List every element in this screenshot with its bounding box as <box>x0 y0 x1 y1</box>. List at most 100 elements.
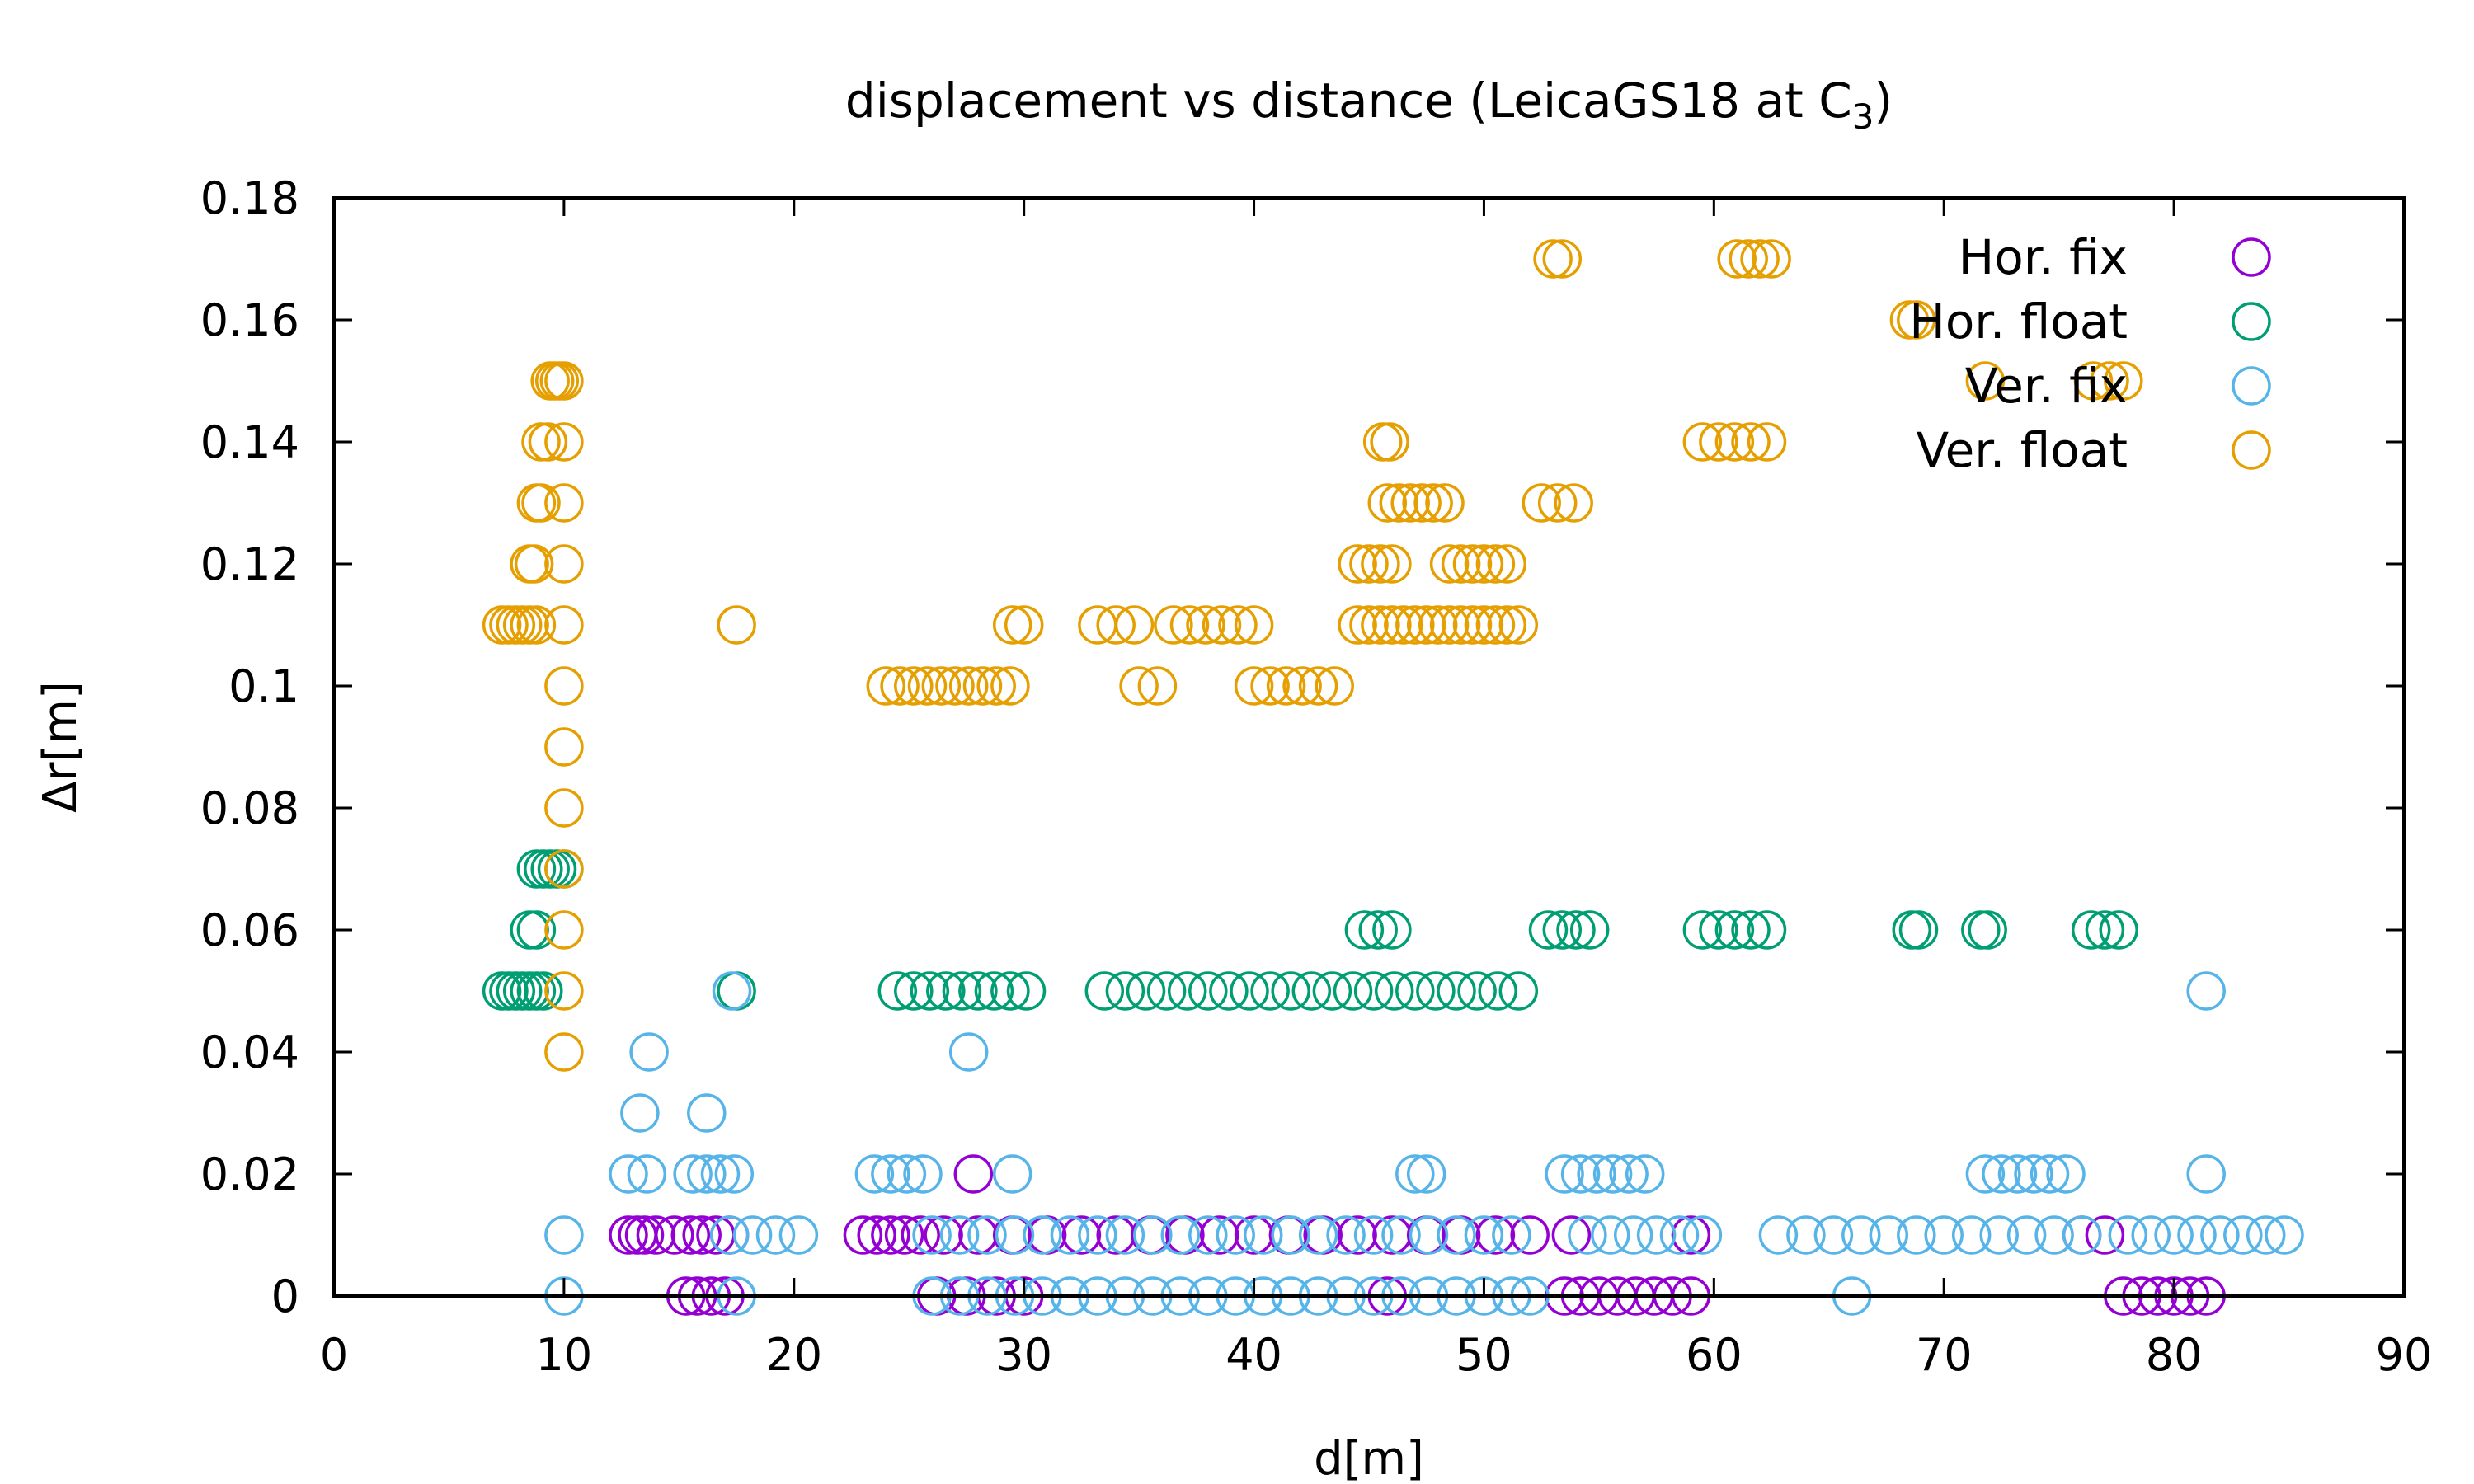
series-3-point-29 <box>880 666 920 706</box>
y-tick-label-3: 0.06 <box>200 904 299 956</box>
series-2-point-96 <box>1982 1154 2021 1194</box>
y-tick-label-4: 0.08 <box>200 782 299 834</box>
series-2-point-80 <box>1659 1215 1700 1255</box>
series-2-point-23 <box>912 1215 952 1255</box>
series-3-point-5 <box>516 605 557 645</box>
series-1-point-54 <box>1714 910 1755 950</box>
series-3-point-49 <box>1218 605 1258 645</box>
series-2-point-17 <box>854 1154 895 1194</box>
series-2-point-31 <box>1133 1215 1173 1255</box>
series-1-point-18 <box>926 971 966 1011</box>
series-1-point-35 <box>1312 971 1352 1011</box>
series-2-point-36 <box>1271 1215 1310 1255</box>
series-2-point-41 <box>1409 1215 1449 1255</box>
series-2-point-26 <box>995 1215 1035 1255</box>
series-2-point-78 <box>1613 1215 1653 1255</box>
series-3-point-56 <box>1315 666 1354 706</box>
series-3-point-21 <box>544 727 584 767</box>
x-axis-label: d[m] <box>1314 1432 1424 1484</box>
series-2-point-2 <box>609 1154 648 1194</box>
series-2-point-107 <box>2246 1215 2286 1255</box>
series-1-point-42 <box>1457 971 1497 1011</box>
series-3-point-26 <box>544 422 584 462</box>
series-3-point-100 <box>1717 239 1757 279</box>
legend-label-1: Hor. float <box>1909 294 2128 350</box>
series-3-point-72 <box>1338 544 1377 584</box>
legend-marker-0 <box>2232 237 2271 277</box>
series-2-point-30 <box>1105 1215 1145 1255</box>
series-2-point-27 <box>1023 1215 1062 1255</box>
series-2-point-69 <box>1406 1154 1446 1194</box>
series-2-point-16 <box>712 971 752 1011</box>
series-2-point-24 <box>939 1215 980 1255</box>
series-3-point-33 <box>935 666 975 706</box>
series-1-point-43 <box>1478 971 1517 1011</box>
series-2-point-11 <box>709 1215 750 1255</box>
series-1-point-22 <box>990 971 1030 1011</box>
series-3-point-9 <box>521 483 561 523</box>
series-3-point-99 <box>1747 422 1787 462</box>
y-tick-label-0: 0 <box>271 1270 299 1322</box>
series-3-point-15 <box>544 361 584 401</box>
series-2-point-32 <box>1160 1215 1201 1255</box>
series-3-point-44 <box>1137 666 1178 706</box>
legend-label-3: Ver. float <box>1916 422 2128 478</box>
series-1-point-50 <box>1556 910 1596 950</box>
series-0-point-34 <box>1475 1215 1516 1255</box>
series-3-point-91 <box>1537 483 1578 523</box>
series-0-point-4 <box>655 1215 694 1255</box>
series-2-point-29 <box>1078 1215 1117 1255</box>
x-tick-label-6: 60 <box>1686 1329 1743 1381</box>
series-3-point-87 <box>1425 483 1465 523</box>
series-3-point-69 <box>1475 605 1516 645</box>
series-1-point-28 <box>1167 971 1207 1011</box>
x-tick-label-7: 70 <box>1916 1329 1973 1381</box>
series-3-point-88 <box>1362 422 1403 462</box>
series-2-point-34 <box>1216 1215 1255 1255</box>
series-0-point-22 <box>1061 1215 1102 1255</box>
series-3-point-108 <box>2090 361 2129 401</box>
series-1-point-38 <box>1374 971 1414 1011</box>
series-1-point-53 <box>1699 910 1738 950</box>
series-3-point-62 <box>1395 605 1435 645</box>
series-0-point-18 <box>924 1215 963 1255</box>
series-3-point-86 <box>1413 483 1453 523</box>
series-2-point-101 <box>2108 1215 2148 1255</box>
series-3-point-103 <box>1752 239 1791 279</box>
series-1-point-36 <box>1333 971 1373 1011</box>
series-3-point-93 <box>1533 239 1573 279</box>
series-2-point-44 <box>1492 1215 1531 1255</box>
series-3-point-89 <box>1370 422 1409 462</box>
series-1-point-24 <box>1084 971 1125 1011</box>
series-1-point-51 <box>1569 910 1610 950</box>
x-tick-label-0: 0 <box>320 1329 348 1381</box>
series-3-point-71 <box>1498 605 1539 645</box>
series-2-point-93 <box>2062 1215 2102 1255</box>
series-1-point-41 <box>1437 971 1476 1011</box>
y-tick-label-5: 0.1 <box>228 660 299 712</box>
series-1-point-21 <box>974 971 1014 1011</box>
series-0-point-35 <box>1510 1215 1550 1255</box>
series-3-point-66 <box>1441 605 1481 645</box>
series-3-point-59 <box>1361 605 1400 645</box>
series-2-point-100 <box>2046 1154 2086 1194</box>
series-3-point-45 <box>1154 605 1193 645</box>
series-3-point-47 <box>1186 605 1225 645</box>
series-1-point-33 <box>1271 971 1310 1011</box>
y-tick-label-7: 0.14 <box>200 416 299 468</box>
series-3-point-50 <box>1234 605 1274 645</box>
series-0-point-42 <box>1551 1215 1592 1255</box>
series-3-point-17 <box>544 971 584 1011</box>
series-2-point-8 <box>700 1154 741 1194</box>
series-1-point-16 <box>894 971 934 1011</box>
series-2-point-82 <box>1758 1215 1799 1255</box>
legend-label-0: Hor. fix <box>1959 229 2128 285</box>
series-3-point-34 <box>948 666 989 706</box>
series-3-point-19 <box>544 849 584 889</box>
series-2-point-92 <box>2034 1215 2074 1255</box>
series-1-point-63 <box>2099 910 2138 950</box>
series-1-point-61 <box>2071 910 2111 950</box>
series-2 <box>544 971 2304 1316</box>
series-0-point-26 <box>1199 1215 1239 1255</box>
series-2-point-86 <box>1869 1215 1909 1255</box>
